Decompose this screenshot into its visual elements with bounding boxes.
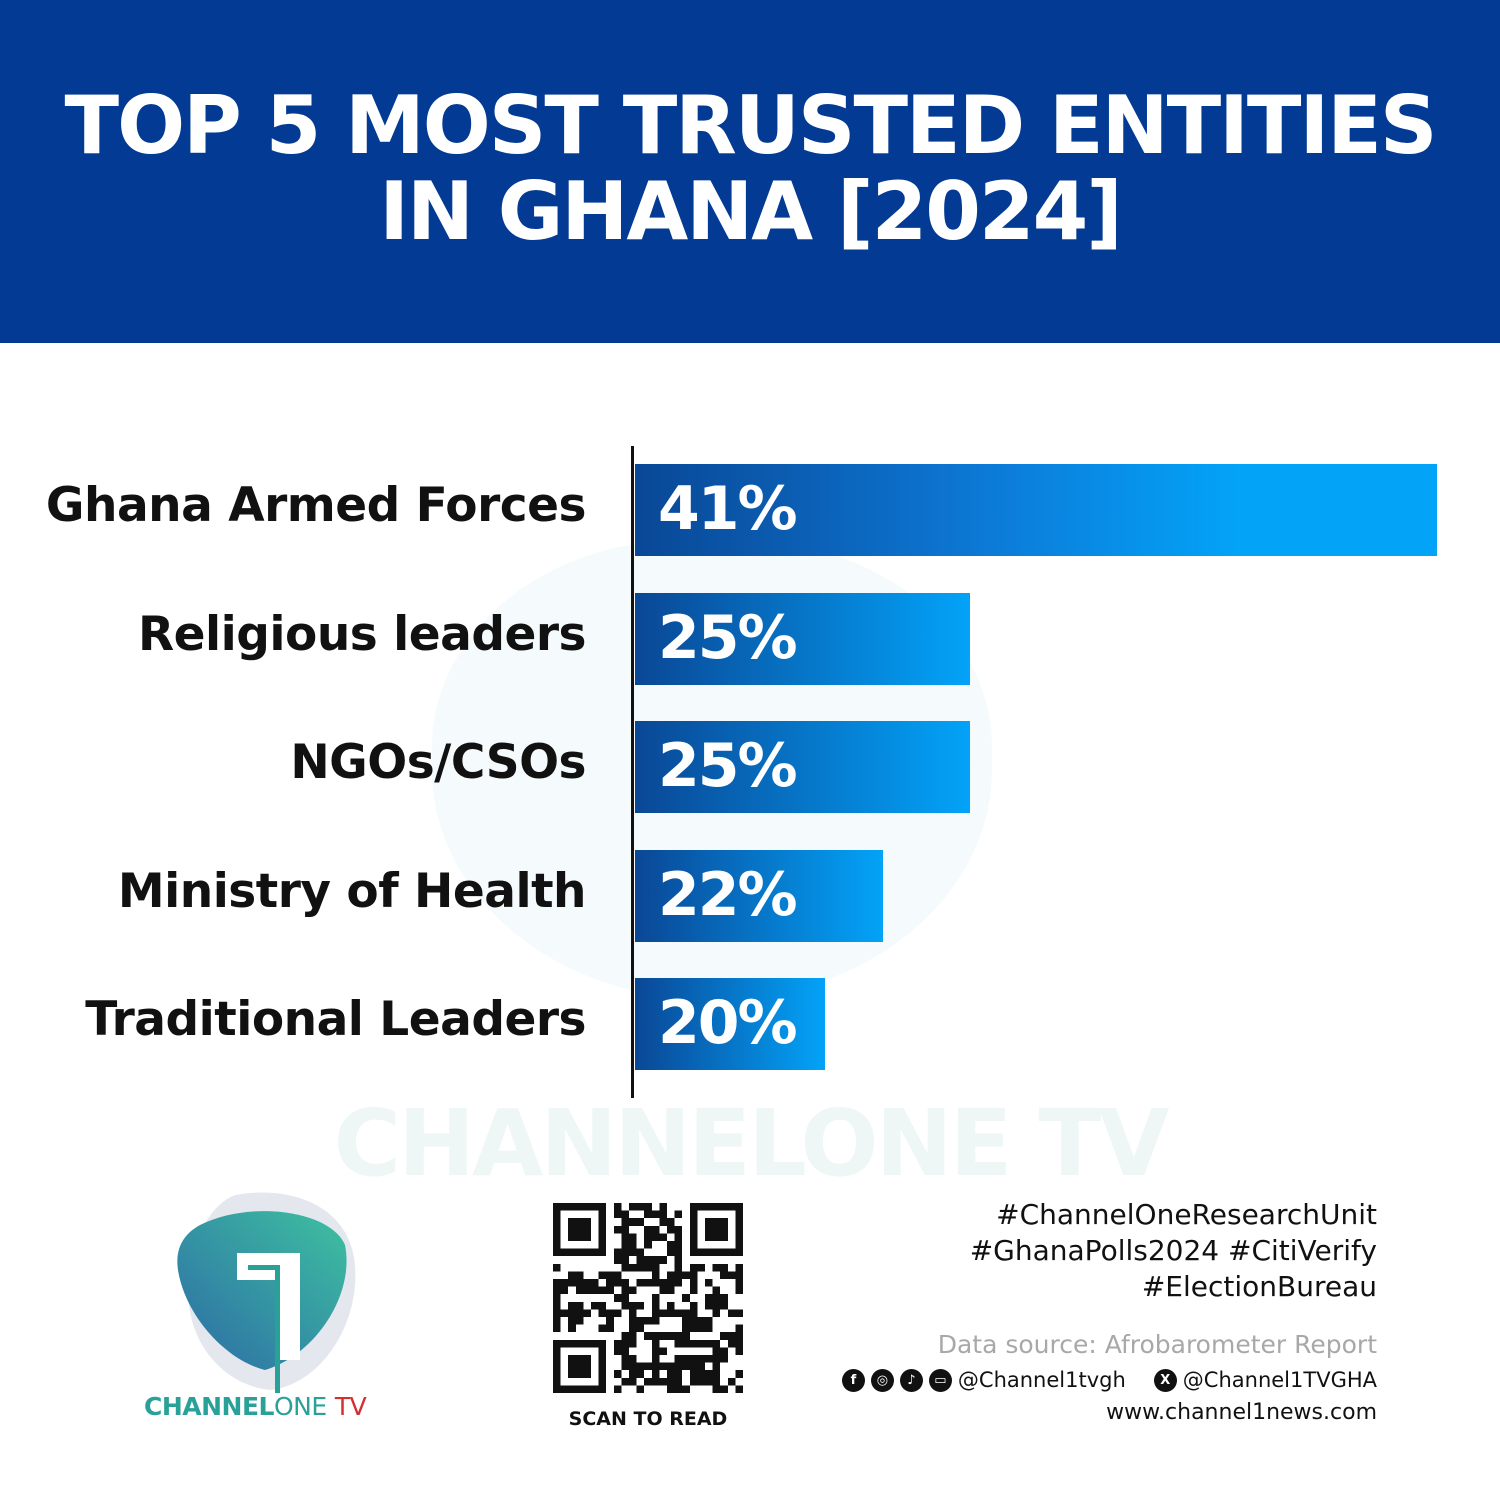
x-icon[interactable]: X bbox=[1153, 1368, 1177, 1392]
hashtag-line-3: #ElectionBureau bbox=[1141, 1270, 1377, 1303]
brand-wordmark: CHANNELONE TV bbox=[144, 1392, 367, 1421]
bar bbox=[635, 721, 971, 813]
brand-name-bold: CHANNEL bbox=[144, 1392, 274, 1421]
value-label: 41% bbox=[658, 474, 798, 544]
value-label: 25% bbox=[658, 731, 798, 801]
y-axis-line bbox=[631, 446, 634, 1098]
hashtag-line-1: #ChannelOneResearchUnit bbox=[996, 1198, 1377, 1231]
social-row: f ◎ ♪ ▭ @Channel1tvgh X @Channel1TVGHA bbox=[841, 1368, 1377, 1392]
bar bbox=[635, 464, 1437, 556]
bar bbox=[635, 592, 971, 685]
tiktok-icon[interactable]: ♪ bbox=[899, 1368, 923, 1392]
value-label: 25% bbox=[658, 602, 798, 673]
category-label: NGOs/CSOs bbox=[290, 735, 586, 790]
instagram-icon[interactable]: ◎ bbox=[870, 1368, 894, 1392]
website-link[interactable]: www.channel1news.com bbox=[1106, 1400, 1377, 1425]
category-label: Traditional Leaders bbox=[85, 992, 586, 1047]
watermark-text: CHANNELONE TV bbox=[333, 1090, 1170, 1197]
facebook-icon[interactable]: f bbox=[841, 1368, 865, 1392]
qr-caption: SCAN TO READ bbox=[568, 1408, 728, 1430]
title-line-1: TOP 5 MOST TRUSTED ENTITIES bbox=[64, 79, 1438, 172]
value-label: 22% bbox=[658, 859, 798, 930]
category-label: Ministry of Health bbox=[117, 863, 587, 919]
brand-name-light: ONE bbox=[273, 1392, 327, 1421]
value-label: 20% bbox=[658, 988, 798, 1058]
youtube-icon[interactable]: ▭ bbox=[928, 1368, 952, 1392]
category-label: Ghana Armed Forces bbox=[45, 478, 587, 533]
title-line-2: IN GHANA [2024] bbox=[379, 165, 1123, 258]
bar bbox=[635, 978, 825, 1070]
channelone-logo-icon bbox=[177, 1192, 356, 1393]
data-source: Data source: Afrobarometer Report bbox=[937, 1330, 1377, 1359]
hashtag-line-2: #GhanaPolls2024 #CitiVerify bbox=[969, 1234, 1377, 1267]
header-banner: TOP 5 MOST TRUSTED ENTITIES IN GHANA [20… bbox=[0, 0, 1500, 343]
category-label: Religious leaders bbox=[137, 606, 587, 662]
brand-name-tv: TV bbox=[334, 1392, 367, 1421]
bar bbox=[635, 849, 883, 942]
qr-code[interactable] bbox=[553, 1203, 743, 1393]
x-handle[interactable]: @Channel1TVGHA bbox=[1182, 1368, 1377, 1392]
social-handle[interactable]: @Channel1tvgh bbox=[957, 1368, 1126, 1392]
